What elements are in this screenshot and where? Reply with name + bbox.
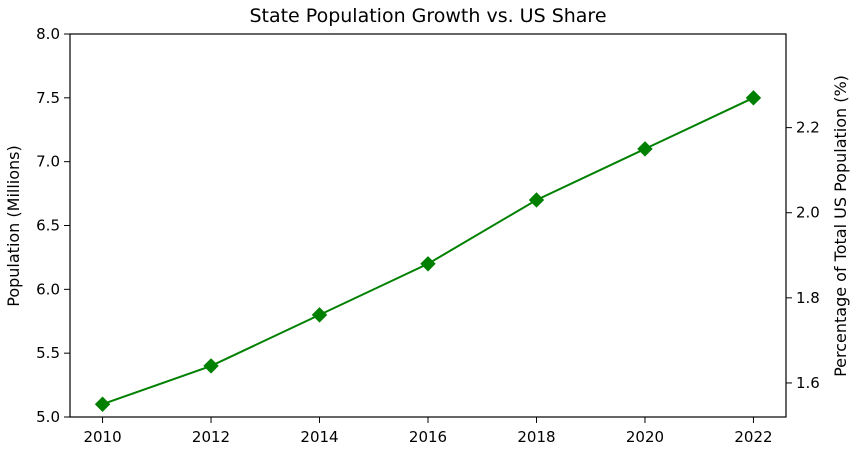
- y2-tick-label: 1.6: [796, 374, 820, 392]
- chart-title: State Population Growth vs. US Share: [249, 5, 606, 27]
- data-point-marker: [203, 358, 219, 374]
- y-tick-label: 6.5: [36, 217, 60, 235]
- y-tick-label: 6.0: [36, 280, 60, 298]
- y-tick-label: 7.5: [36, 89, 60, 107]
- y2-tick-label: 2.2: [796, 119, 820, 137]
- x-tick-label: 2010: [83, 428, 121, 446]
- data-point-marker: [745, 90, 762, 106]
- plot-frame: [69, 33, 787, 418]
- y-tick-label: 5.0: [36, 408, 60, 426]
- x-tick-label: 2012: [192, 428, 230, 446]
- y-tick-label: 7.0: [36, 153, 60, 171]
- x-tick-label: 2022: [734, 428, 772, 446]
- data-point-marker: [420, 256, 436, 272]
- data-point-marker: [637, 141, 653, 157]
- x-tick-label: 2016: [409, 428, 447, 446]
- y2-tick-label: 2.0: [796, 204, 820, 222]
- y-axis-label: Population (Millions): [4, 145, 23, 306]
- y-tick-label: 8.0: [36, 25, 60, 43]
- series-line: [102, 96, 754, 406]
- data-point-marker: [528, 192, 545, 208]
- x-tick-label: 2014: [300, 428, 338, 446]
- y2-tick-label: 1.8: [796, 289, 820, 307]
- plot-area: 2010 2012 2014 2016 2018 2020 2022 5.0 5.5 6.0 6.5…: [36, 25, 820, 446]
- x-tick-label: 2018: [517, 428, 555, 446]
- x-tick-label: 2020: [626, 428, 664, 446]
- y2-axis-label: Percentage of Total US Population (%): [831, 75, 850, 377]
- data-point-marker: [311, 307, 328, 323]
- data-point-marker: [94, 396, 111, 412]
- y-tick-label: 5.5: [36, 344, 60, 362]
